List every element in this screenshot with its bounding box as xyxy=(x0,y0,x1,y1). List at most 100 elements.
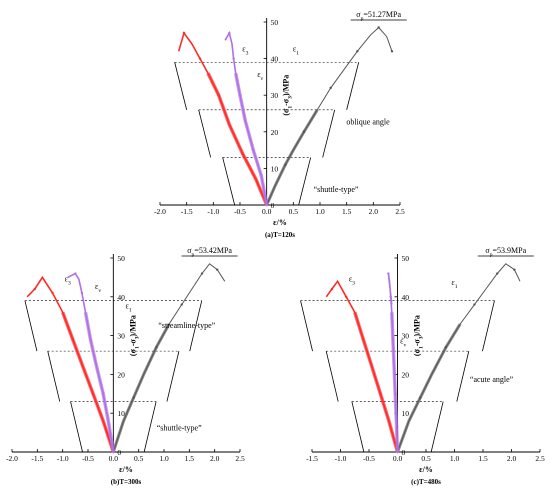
stage-left-edge xyxy=(222,157,236,206)
stage-right-edge xyxy=(298,157,312,206)
series-point xyxy=(217,94,220,97)
stage-left-edge xyxy=(24,300,38,352)
y-tick-label: 0 xyxy=(271,201,275,210)
x-tick-label: 0.0 xyxy=(109,454,119,463)
stage-right-edge xyxy=(189,300,203,352)
x-tick-label: 2.5 xyxy=(395,207,405,216)
series-loop-band xyxy=(111,323,171,453)
x-tick-label: 1.5 xyxy=(342,207,352,216)
x-tick-label: 1.0 xyxy=(159,454,169,463)
annotation: “acute angle” xyxy=(470,375,514,384)
annotation: ε1 xyxy=(293,44,299,56)
series-loop-band xyxy=(61,311,115,453)
chart-panel-1: -2.0 -1.5 -1.0 -0.5 0.0 0.5 1.0 1.5 2.0 2.5 0 10 20 3… xyxy=(154,10,407,239)
panel-caption: (c)T=480s xyxy=(411,478,441,486)
panel-caption: (a)T=120s xyxy=(265,231,295,239)
y-tick-label: 50 xyxy=(117,254,125,263)
series-point xyxy=(419,396,422,399)
series-point xyxy=(102,392,105,395)
y-axis-title: (σ1-σ3)/MPa xyxy=(413,315,425,356)
chart-panel-2: -2.0 -1.5 -1.0 -0.5 0.0 0.5 1.0 1.5 2.0 2.5 0 10 20 3… xyxy=(6,246,245,486)
peak-label: σp=53.42MPa xyxy=(187,246,232,258)
y-tick-label: 40 xyxy=(402,293,410,302)
y-tick-label: 10 xyxy=(271,164,279,173)
series-loop-band xyxy=(206,72,269,206)
series-line-epsv xyxy=(67,272,115,453)
stage-right-edge xyxy=(346,62,360,110)
y-tick-label: 0 xyxy=(117,448,121,457)
annotation: ε3 xyxy=(349,274,355,286)
series-point xyxy=(496,272,499,275)
x-tick-label: 1.0 xyxy=(315,207,325,216)
stage-left-edge xyxy=(351,401,365,453)
annotation: “streamline-type” xyxy=(158,321,215,330)
series-loop-band xyxy=(83,311,116,453)
annotation: ε1 xyxy=(125,301,131,313)
x-tick-label: 2.0 xyxy=(507,454,517,463)
x-axis-title: ε/% xyxy=(119,465,133,474)
series-point xyxy=(513,268,516,271)
y-tick-label: 30 xyxy=(117,332,125,341)
x-tick-label: -0.5 xyxy=(363,454,375,463)
y-tick-label: 30 xyxy=(402,332,410,341)
series-point xyxy=(329,86,332,90)
stage-right-edge xyxy=(456,351,470,402)
series-point xyxy=(362,338,365,341)
x-tick-label: -0.5 xyxy=(234,207,246,216)
x-tick-label: 1.5 xyxy=(185,454,195,463)
x-tick-label: -1.0 xyxy=(57,454,69,463)
series-point xyxy=(284,163,287,166)
series-point xyxy=(238,94,242,97)
x-tick-label: -1.5 xyxy=(306,454,318,463)
y-tick-label: 50 xyxy=(271,18,279,27)
series-point xyxy=(198,57,202,60)
x-axis-title: ε/% xyxy=(419,465,433,474)
series-line-eps3 xyxy=(177,31,268,206)
stage-right-edge xyxy=(143,401,157,453)
y-tick-label: 20 xyxy=(402,370,410,379)
x-tick-label: 0.0 xyxy=(393,454,403,463)
y-tick-label: 10 xyxy=(402,409,410,418)
series-point xyxy=(356,50,359,53)
annotation: εv xyxy=(400,336,406,348)
x-tick-label: -2.0 xyxy=(154,207,166,216)
x-tick-label: 1.5 xyxy=(478,454,488,463)
peak-label: σp=51.27MPa xyxy=(356,10,401,22)
x-tick-label: 0.5 xyxy=(134,454,144,463)
x-tick-label: -1.0 xyxy=(335,454,347,463)
series-point xyxy=(444,346,448,349)
y-tick-label: 20 xyxy=(117,370,125,379)
series-line-eps3 xyxy=(26,275,115,453)
x-tick-label: 0.0 xyxy=(262,207,272,216)
annotation: εv xyxy=(95,282,101,294)
annotation: ε3 xyxy=(65,274,71,286)
series-point xyxy=(80,291,84,295)
y-tick-label: 30 xyxy=(271,91,279,100)
y-tick-label: 0 xyxy=(402,448,406,457)
series-point xyxy=(390,50,394,53)
annotation: ε1 xyxy=(451,278,457,290)
series-point xyxy=(180,303,183,306)
x-tick-label: 1.0 xyxy=(450,454,460,463)
series-point xyxy=(71,338,75,341)
series-point xyxy=(302,130,306,133)
series-point xyxy=(228,31,231,35)
annotation: “shuttle-type” xyxy=(314,185,359,194)
x-tick-label: -1.5 xyxy=(181,207,193,216)
series-point xyxy=(51,291,54,295)
y-tick-label: 20 xyxy=(271,128,279,137)
series-point xyxy=(91,392,95,395)
series-point xyxy=(345,295,348,298)
series-point xyxy=(200,272,204,275)
stage-right-edge xyxy=(430,401,444,453)
series-loop-band xyxy=(390,312,400,453)
series-loop-band xyxy=(396,323,462,453)
series-point xyxy=(377,26,380,29)
series-line-eps3 xyxy=(325,279,399,453)
series-point xyxy=(391,338,395,341)
stage-left-edge xyxy=(174,62,188,110)
series-point xyxy=(74,272,77,275)
annotation: εv xyxy=(257,70,263,82)
series-point xyxy=(132,396,135,399)
